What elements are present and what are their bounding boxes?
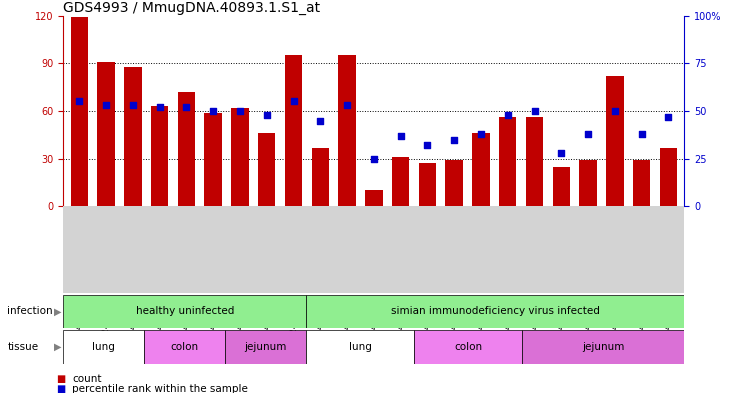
Point <box>555 150 567 156</box>
Point <box>208 108 219 114</box>
Text: colon: colon <box>170 342 199 352</box>
Point <box>74 98 86 105</box>
Bar <box>312 147 329 206</box>
Text: healthy uninfected: healthy uninfected <box>135 307 234 316</box>
Point <box>475 131 487 137</box>
Point <box>315 118 327 124</box>
Bar <box>580 160 597 206</box>
Text: GDS4993 / MmugDNA.40893.1.S1_at: GDS4993 / MmugDNA.40893.1.S1_at <box>63 1 321 15</box>
Bar <box>499 118 516 206</box>
Point <box>501 112 513 118</box>
Bar <box>660 147 677 206</box>
Text: lung: lung <box>349 342 372 352</box>
Text: infection: infection <box>7 307 53 316</box>
Bar <box>392 157 409 206</box>
Text: jejunum: jejunum <box>583 342 625 352</box>
Bar <box>553 167 570 206</box>
Point <box>609 108 620 114</box>
Point <box>154 104 166 110</box>
Point <box>662 114 674 120</box>
Text: jejunum: jejunum <box>245 342 287 352</box>
Text: simian immunodeficiency virus infected: simian immunodeficiency virus infected <box>391 307 600 316</box>
Bar <box>522 330 684 364</box>
Bar <box>151 106 168 206</box>
Point <box>100 102 112 108</box>
Point <box>261 112 273 118</box>
Bar <box>63 295 307 328</box>
Bar <box>307 295 684 328</box>
Point <box>448 136 460 143</box>
Point <box>421 142 433 149</box>
Point <box>635 131 647 137</box>
Bar <box>472 133 490 206</box>
Text: colon: colon <box>455 342 482 352</box>
Bar <box>258 133 275 206</box>
Bar <box>71 17 88 206</box>
Text: ■: ■ <box>56 374 65 384</box>
Point <box>288 98 300 105</box>
Text: percentile rank within the sample: percentile rank within the sample <box>72 384 248 393</box>
Text: ■: ■ <box>56 384 65 393</box>
Bar <box>339 55 356 206</box>
Bar <box>285 55 302 206</box>
Bar <box>633 160 650 206</box>
Point <box>528 108 540 114</box>
Text: lung: lung <box>92 342 115 352</box>
Text: count: count <box>72 374 102 384</box>
Bar <box>178 92 195 206</box>
Point <box>341 102 353 108</box>
Bar <box>205 113 222 206</box>
Bar <box>414 330 522 364</box>
Bar <box>606 76 623 206</box>
Bar <box>124 66 141 206</box>
Point <box>234 108 246 114</box>
Point <box>127 102 139 108</box>
Text: ▶: ▶ <box>54 307 62 316</box>
Point <box>394 133 406 139</box>
Bar <box>97 62 115 206</box>
Text: ▶: ▶ <box>54 342 62 352</box>
Bar <box>144 330 225 364</box>
Point <box>582 131 594 137</box>
Bar <box>63 330 144 364</box>
Bar <box>307 330 414 364</box>
Bar <box>231 108 248 206</box>
Bar <box>225 330 307 364</box>
Point <box>181 104 193 110</box>
Bar <box>446 160 463 206</box>
Bar <box>526 118 543 206</box>
Bar <box>365 191 382 206</box>
Bar <box>419 163 436 206</box>
Text: tissue: tissue <box>7 342 39 352</box>
Point <box>368 156 380 162</box>
